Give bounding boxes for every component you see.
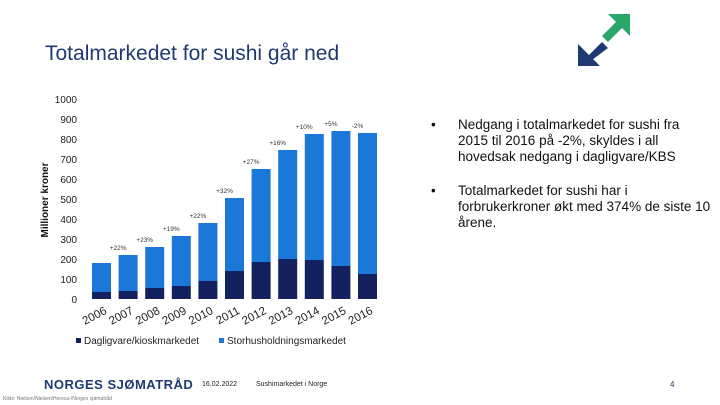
y-tick-label: 800 — [60, 135, 77, 146]
bar-dagligvare-2009 — [171, 286, 191, 299]
x-tick-label: 2014 — [293, 305, 322, 328]
bar-dagligvare-2014 — [304, 260, 324, 299]
bar-storhusholdning-2015 — [331, 131, 351, 266]
x-tick-label: 2012 — [240, 305, 268, 328]
bullet-growth: Totalmarkedet for sushi har i forbrukerk… — [428, 183, 713, 231]
bar-storhusholdning-2011 — [225, 198, 244, 271]
growth-label-2007: +22% — [110, 245, 127, 252]
footer-document-title: Sushimarkedet i Norge — [256, 381, 328, 388]
bar-dagligvare-2010 — [198, 281, 218, 299]
bar-dagligvare-2006 — [92, 292, 111, 299]
bar-storhusholdning-2014 — [304, 134, 324, 260]
y-tick-label: 500 — [60, 195, 77, 206]
legend-swatch-storhusholdning — [219, 338, 224, 343]
sushi-market-chart: Millioner kroner 0 100 200 300 400 500 600 700 8… — [40, 95, 377, 347]
y-tick-label: 700 — [60, 155, 77, 166]
x-tick-label: 2010 — [187, 305, 215, 328]
bar-dagligvare-2008 — [145, 288, 165, 299]
page-title: Totalmarkedet for sushi går ned — [45, 42, 340, 65]
growth-label-2013: +16% — [269, 140, 286, 147]
legend-swatch-dagligvare — [76, 338, 81, 343]
bar-dagligvare-2007 — [118, 291, 138, 299]
bar-storhusholdning-2010 — [198, 223, 218, 281]
bullet-decline: Nedgang i totalmarkedet for sushi fra 20… — [428, 117, 713, 165]
x-tick-label: 2011 — [214, 305, 241, 327]
growth-label-2014: +10% — [296, 124, 313, 131]
bar-dagligvare-2015 — [331, 266, 351, 299]
bar-storhusholdning-2009 — [171, 236, 191, 286]
growth-label-2011: +32% — [216, 188, 233, 195]
bar-dagligvare-2011 — [225, 271, 244, 299]
x-tick-label: 2007 — [107, 305, 135, 328]
bar-storhusholdning-2012 — [251, 169, 271, 262]
growth-label-2008: +23% — [136, 237, 153, 244]
footer-brand: NORGES SJØMATRÅD — [44, 377, 194, 392]
growth-label-2016: -2% — [352, 123, 364, 130]
growth-label-2015: +5% — [324, 121, 337, 128]
bar-storhusholdning-2006 — [92, 263, 111, 292]
y-tick-label: 0 — [71, 295, 77, 306]
footer-date: 16.02.2022 — [202, 381, 238, 388]
bar-storhusholdning-2007 — [118, 255, 138, 291]
x-tick-label: 2013 — [267, 305, 295, 328]
bar-storhusholdning-2008 — [145, 247, 165, 288]
key-points-list: Nedgang i totalmarkedet for sushi fra 20… — [428, 117, 713, 249]
y-axis-label: Millioner kroner — [40, 162, 51, 237]
y-tick-label: 200 — [60, 255, 77, 266]
bar-dagligvare-2016 — [358, 274, 377, 299]
page-number: 4 — [670, 380, 675, 389]
y-tick-label: 100 — [60, 275, 77, 286]
x-tick-label: 2009 — [160, 305, 188, 328]
growth-label-2009: +19% — [163, 226, 180, 233]
legend-label-storhusholdning: Storhusholdningsmarkedet — [227, 336, 346, 347]
legend-label-dagligvare: Dagligvare/kioskmarkedet — [84, 336, 199, 347]
x-tick-label: 2016 — [347, 305, 375, 328]
norges-sjomatrad-logo-icon — [578, 14, 630, 66]
growth-label-2012: +27% — [243, 159, 260, 166]
growth-label-2010: +22% — [189, 213, 206, 220]
y-tick-label: 600 — [60, 175, 77, 186]
bar-storhusholdning-2013 — [278, 150, 298, 259]
y-tick-label: 900 — [60, 115, 77, 126]
bar-dagligvare-2012 — [251, 262, 271, 299]
x-tick-label: 2015 — [320, 305, 348, 328]
x-tick-label: 2006 — [81, 305, 109, 328]
y-tick-label: 1000 — [55, 95, 78, 106]
y-tick-label: 300 — [60, 235, 77, 246]
bar-dagligvare-2013 — [278, 259, 298, 299]
source-note: Kilde: Nielsen/Nielsen/Horeca-/Norges sj… — [3, 396, 112, 402]
y-tick-label: 400 — [60, 215, 77, 226]
bar-storhusholdning-2016 — [358, 133, 377, 274]
x-tick-label: 2008 — [134, 305, 162, 328]
